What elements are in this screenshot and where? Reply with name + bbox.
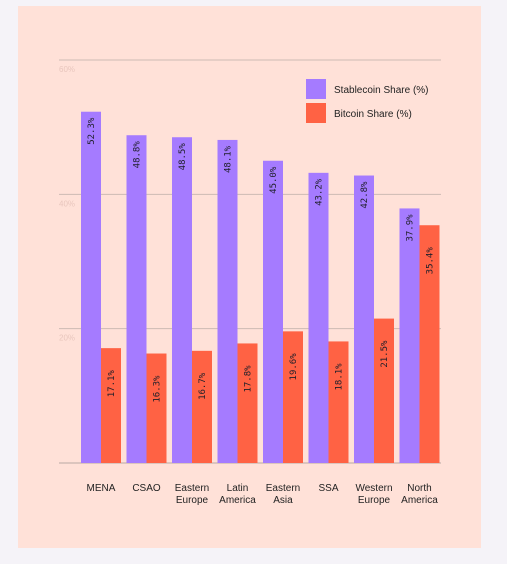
stablecoin-value-label: 48.8% <box>133 141 143 169</box>
stablecoin-bar <box>263 160 283 463</box>
stablecoin-bar <box>308 172 329 463</box>
stablecoin-bar <box>399 208 420 463</box>
category-label: America <box>219 495 256 506</box>
bitcoin-bar <box>101 348 121 463</box>
bitcoin-value-label: 16.3% <box>153 375 163 403</box>
stablecoin-value-label: 52.3% <box>87 117 97 145</box>
category-label: Eastern <box>175 483 209 494</box>
bitcoin-value-label: 21.5% <box>380 340 390 368</box>
category-label: America <box>401 495 438 506</box>
category-label: North <box>407 483 431 494</box>
stablecoin-value-label: 42.8% <box>360 181 370 209</box>
y-tick-label: 40% <box>59 199 75 208</box>
bitcoin-bar <box>419 225 440 463</box>
stablecoin-value-label: 43.2% <box>315 178 325 206</box>
stablecoin-bar <box>126 135 147 463</box>
category-label: Latin <box>227 483 249 494</box>
stablecoin-value-label: 48.5% <box>178 143 188 171</box>
bitcoin-bar <box>374 318 394 463</box>
category-label: MENA <box>87 483 116 494</box>
bitcoin-bar <box>237 343 258 463</box>
bitcoin-bar <box>146 353 167 463</box>
legend-swatch-bitcoin <box>306 103 326 123</box>
y-tick-label: 60% <box>59 65 75 74</box>
bitcoin-value-label: 16.7% <box>198 372 208 400</box>
stablecoin-bar <box>354 175 374 463</box>
category-label: Asia <box>273 495 293 506</box>
bitcoin-value-label: 18.1% <box>335 363 345 391</box>
category-label: Europe <box>358 495 391 506</box>
stablecoin-value-label: 48.1% <box>224 145 234 173</box>
category-label: CSAO <box>132 483 161 494</box>
y-tick-label: 20% <box>59 334 75 343</box>
bitcoin-bar <box>192 350 212 463</box>
stablecoin-value-label: 45.0% <box>269 166 279 194</box>
stablecoin-bar <box>81 111 101 464</box>
category-label: Eastern <box>266 483 300 494</box>
legend-label-stablecoin: Stablecoin Share (%) <box>334 85 429 96</box>
bitcoin-value-label: 17.1% <box>107 370 117 398</box>
legend-label-bitcoin: Bitcoin Share (%) <box>334 109 412 120</box>
bitcoin-value-label: 19.6% <box>289 353 299 381</box>
legend-swatch-stablecoin <box>306 79 326 99</box>
category-label: Western <box>355 483 392 494</box>
category-label: SSA <box>318 483 338 494</box>
bitcoin-bar <box>328 341 349 463</box>
bitcoin-bar <box>283 331 303 463</box>
stablecoin-value-label: 37.9% <box>406 214 416 242</box>
stablecoin-bar <box>217 139 238 463</box>
bitcoin-value-label: 35.4% <box>426 247 436 275</box>
stablecoin-bar <box>172 137 192 463</box>
bitcoin-value-label: 17.8% <box>244 365 254 393</box>
category-label: Europe <box>176 495 209 506</box>
